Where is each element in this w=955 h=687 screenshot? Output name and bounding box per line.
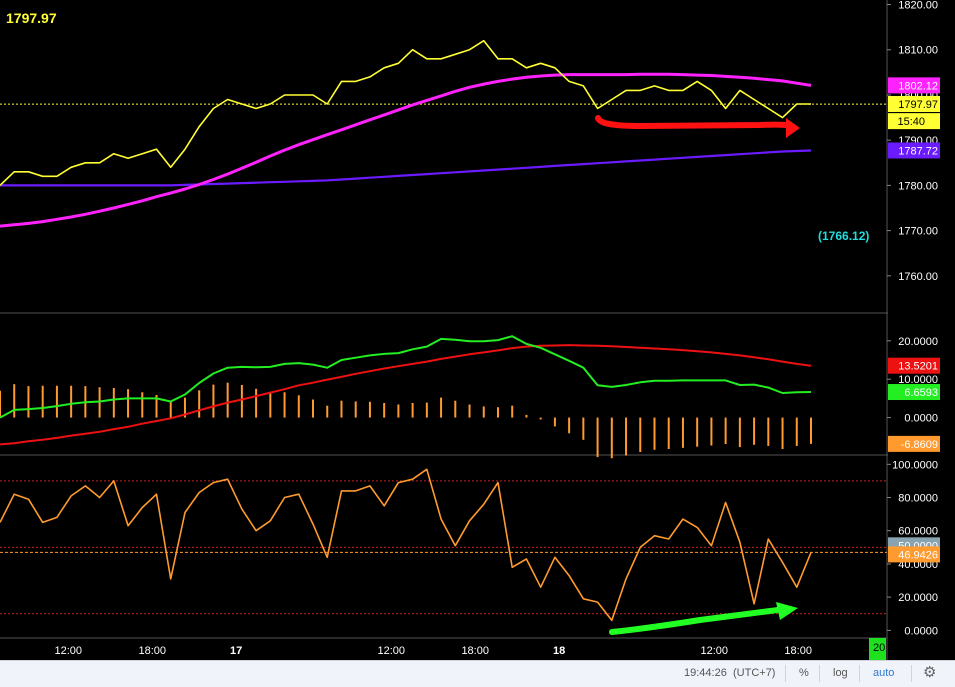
annotations — [595, 115, 800, 635]
green-tab-label: 20 — [873, 642, 886, 654]
ma_fast-value-tag-bg — [888, 77, 940, 94]
histogram-value-tag-bg — [888, 435, 940, 452]
macd-panel — [0, 335, 812, 459]
y-tick-label: 1820.00 — [898, 0, 938, 12]
countdown-tag: 15:40 — [897, 116, 925, 128]
y-tick-label: 1780.00 — [898, 180, 938, 192]
red-arrow-shaft — [595, 115, 793, 130]
y-tick-label: 10.0000 — [898, 374, 938, 386]
price-line — [0, 39, 811, 186]
red-arrow-head — [786, 118, 800, 138]
axis-labels: 1820.001810.001800.001790.001780.001770.… — [55, 0, 940, 657]
rsi-value-tag: 46.9426 — [898, 549, 938, 561]
timezone-button[interactable]: (UTC+7) — [733, 667, 776, 679]
signal-value-tag: 13.5201 — [898, 361, 938, 373]
y-tick-label: 20.0000 — [898, 336, 938, 348]
floating-value-label: (1766.12) — [818, 229, 869, 243]
y-tick-label: 1770.00 — [898, 226, 938, 238]
price-value-tag: 1797.97 — [898, 99, 938, 111]
percent-scale-button[interactable]: % — [799, 667, 809, 679]
log-scale-button[interactable]: log — [833, 667, 848, 679]
x-tick-label: 12:00 — [55, 645, 83, 657]
scroll-to-realtime-tab[interactable]: 20 — [869, 638, 886, 660]
trading-chart[interactable]: 1820.001810.001800.001790.001780.001770.… — [0, 0, 955, 660]
last-price-header: 1797.97 — [6, 10, 57, 26]
status-separator — [819, 665, 820, 682]
y-tick-label: 20.0000 — [898, 592, 938, 604]
status-separator — [911, 665, 912, 682]
macd-value-tag-bg — [888, 384, 940, 401]
x-tick-label: 17 — [230, 645, 242, 657]
ma_slow-line — [0, 149, 812, 187]
x-tick-label: 12:00 — [378, 645, 406, 657]
x-tick-label: 12:00 — [700, 645, 728, 657]
auto-scale-button[interactable]: auto — [873, 667, 895, 679]
macd-value-tag: 6.6593 — [904, 387, 938, 399]
y-tick-label: 1760.00 — [898, 271, 938, 283]
x-tick-label: 18 — [553, 645, 565, 657]
ma_slow-value-tag: 1787.72 — [898, 145, 938, 157]
gear-icon[interactable]: ⚙ — [923, 664, 937, 681]
y-tick-label: 1810.00 — [898, 45, 938, 57]
x-tick-label: 18:00 — [784, 645, 812, 657]
rsi-line — [0, 468, 812, 622]
countdown-tag-bg — [888, 113, 940, 130]
y-tick-label: 0.0000 — [904, 625, 938, 637]
signal-line — [0, 344, 812, 446]
signal-value-tag-bg — [888, 357, 940, 374]
y-tick-label: 80.0000 — [898, 493, 938, 505]
rsi-value-tag-bg — [888, 546, 940, 563]
status-separator — [859, 665, 860, 682]
y-tick-label: 100.0000 — [892, 459, 938, 471]
price-value-tag-bg — [888, 96, 940, 112]
price-panel — [0, 39, 887, 228]
status-bar: 19:44:26 (UTC+7) % log auto ⚙ — [0, 660, 955, 687]
status-separator — [785, 665, 786, 682]
green-arrow-head — [776, 602, 798, 620]
ma_slow-value-tag-bg — [888, 142, 940, 159]
x-tick-label: 18:00 — [461, 645, 489, 657]
rsi-panel — [0, 468, 887, 622]
clock-time: 19:44:26 — [684, 667, 727, 679]
y-tick-label: 60.0000 — [898, 526, 938, 538]
histogram-value-tag: -6.8609 — [901, 439, 938, 451]
y-tick-label: 0.0000 — [904, 413, 938, 425]
ma_fast-value-tag: 1802.12 — [898, 80, 938, 92]
ma_fast-line — [0, 72, 812, 228]
macd-line — [0, 335, 812, 419]
x-tick-label: 18:00 — [138, 645, 166, 657]
